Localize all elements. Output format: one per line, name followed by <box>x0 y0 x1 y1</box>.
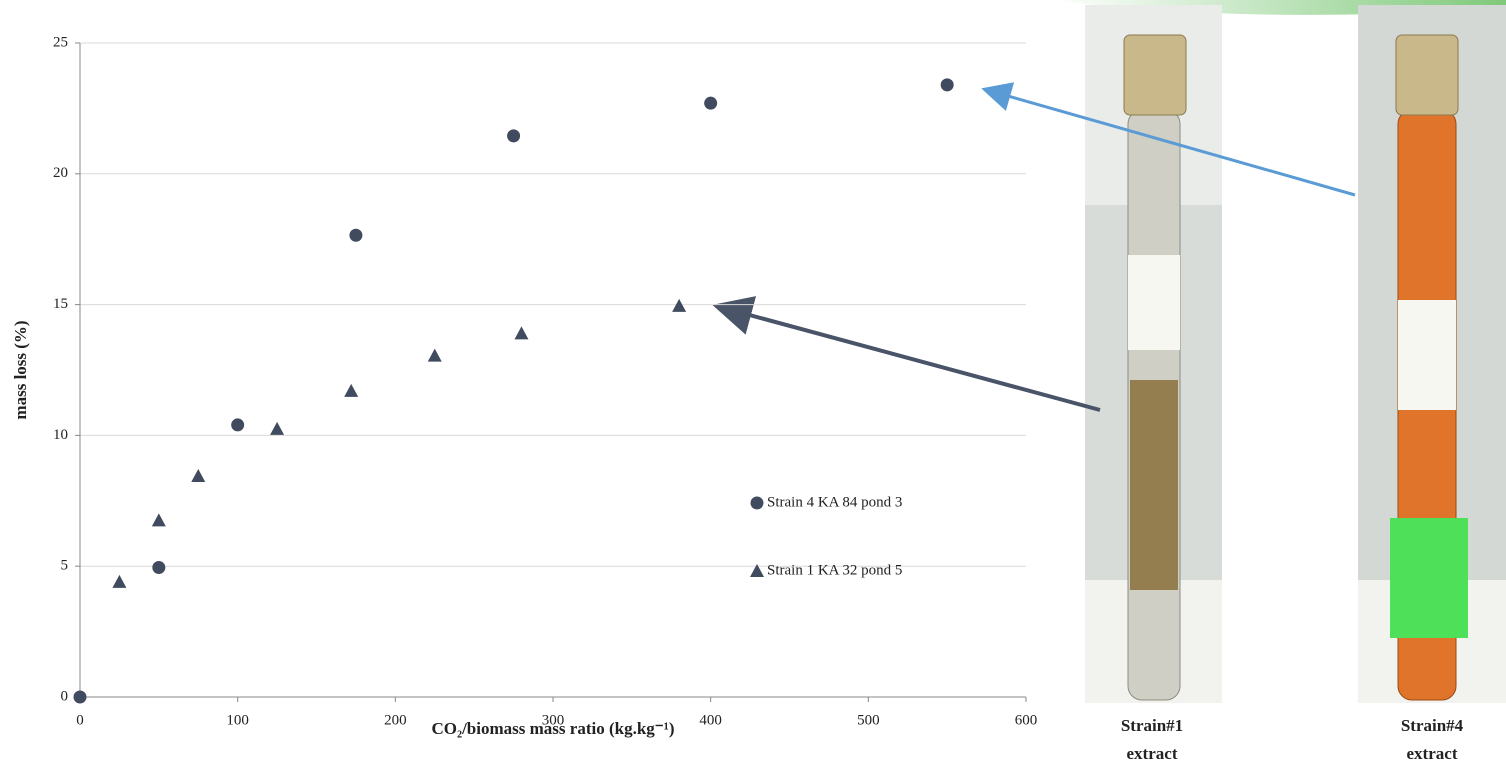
chart: Strain#1 extract Strain#4 extract CO₂/bi… <box>0 0 1506 770</box>
legend-marker <box>751 497 764 510</box>
point <box>231 418 244 431</box>
photo-1 <box>1085 5 1222 703</box>
point <box>74 691 87 704</box>
y-tick-label: 5 <box>61 558 69 574</box>
x-tick-label: 300 <box>542 712 565 728</box>
point <box>344 384 358 397</box>
photo-caption: extract <box>1407 744 1458 763</box>
y-tick-label: 0 <box>61 688 69 704</box>
y-tick-label: 15 <box>53 296 68 312</box>
legend-label: Strain 1 KA 32 pond 5 <box>767 562 902 578</box>
x-tick-label: 400 <box>699 712 722 728</box>
point <box>672 299 686 312</box>
point <box>152 561 165 574</box>
point <box>152 513 166 526</box>
point <box>941 78 954 91</box>
x-tick-label: 100 <box>226 712 249 728</box>
point <box>507 129 520 142</box>
point <box>349 229 362 242</box>
point <box>428 349 442 362</box>
arrow <box>720 307 1100 410</box>
photo-2 <box>1358 5 1506 703</box>
point <box>514 326 528 339</box>
photo-caption: Strain#4 <box>1401 716 1464 735</box>
y-axis-label: mass loss (%) <box>11 320 30 419</box>
photo-caption: Strain#1 <box>1121 716 1183 735</box>
x-tick-label: 0 <box>76 712 84 728</box>
y-tick-label: 10 <box>53 427 68 443</box>
legend-label: Strain 4 KA 84 pond 3 <box>767 494 902 510</box>
y-tick-label: 25 <box>53 34 68 50</box>
x-tick-label: 500 <box>857 712 880 728</box>
point <box>112 575 126 588</box>
x-tick-label: 600 <box>1015 712 1038 728</box>
point <box>191 469 205 482</box>
y-tick-label: 20 <box>53 165 68 181</box>
photo-caption: extract <box>1127 744 1178 763</box>
x-tick-label: 200 <box>384 712 407 728</box>
point <box>704 97 717 110</box>
point <box>270 422 284 435</box>
